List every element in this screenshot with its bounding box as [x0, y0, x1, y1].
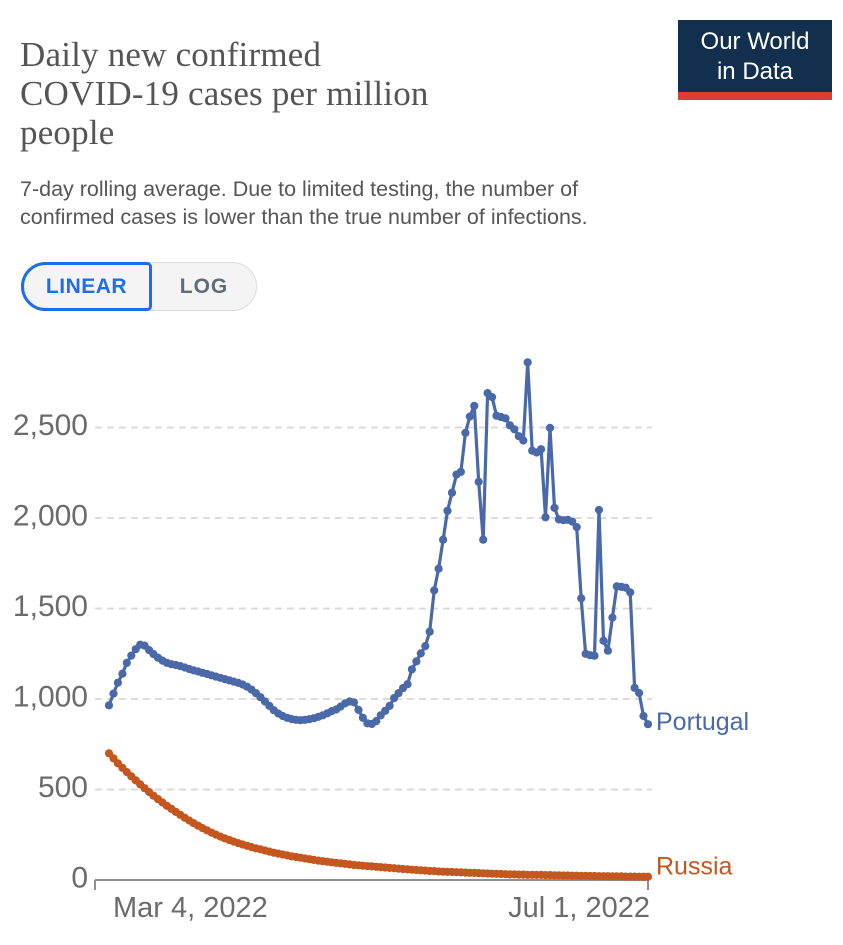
data-point-portugal[interactable]: [594, 505, 604, 515]
page-title-line-1: Daily new confirmed: [20, 35, 322, 75]
data-point-portugal[interactable]: [122, 658, 131, 667]
y-tick-label: 1,500: [13, 590, 88, 623]
page-title-line-3: people: [20, 113, 115, 153]
y-tick-label: 2,000: [13, 500, 88, 533]
data-point-portugal[interactable]: [639, 711, 648, 721]
chart-svg: 0 500 1,000 1,500 2,000 2,500 Mar 4, 2022 Jul 1…: [13, 358, 749, 924]
data-point-portugal[interactable]: [127, 651, 136, 660]
data-point-portugal[interactable]: [550, 503, 559, 512]
x-tick-label-start: Mar 4, 2022: [113, 892, 268, 924]
data-point-portugal[interactable]: [568, 517, 577, 526]
data-point-portugal[interactable]: [403, 680, 412, 689]
data-point-portugal[interactable]: [443, 506, 452, 515]
subtitle-line-1: 7-day rolling average. Due to limited te…: [20, 176, 579, 201]
log-button[interactable]: LOG: [152, 263, 256, 310]
page-title-line-2: COVID-19 cases per million: [20, 74, 429, 114]
data-point-portugal[interactable]: [599, 636, 608, 645]
data-point-portugal[interactable]: [488, 393, 497, 402]
owid-logo: Our World in Data: [678, 20, 832, 100]
data-point-portugal[interactable]: [577, 594, 586, 603]
data-point-portugal[interactable]: [519, 436, 528, 445]
page-title: Daily new confirmed COVID-19 cases per m…: [20, 35, 660, 152]
data-point-portugal[interactable]: [407, 665, 416, 674]
data-point-portugal[interactable]: [474, 477, 483, 486]
series-label-russia: Russia: [656, 853, 733, 881]
y-tick-label: 1,000: [13, 681, 88, 714]
series-label-portugal: Portugal: [656, 708, 749, 736]
data-point-portugal[interactable]: [643, 720, 653, 729]
data-point-portugal[interactable]: [608, 613, 617, 622]
data-point-portugal[interactable]: [113, 678, 122, 687]
data-point-portugal[interactable]: [635, 688, 644, 698]
data-point-portugal[interactable]: [510, 425, 519, 434]
data-point-portugal[interactable]: [354, 705, 363, 714]
data-point-portugal[interactable]: [421, 642, 430, 651]
data-point-portugal[interactable]: [104, 701, 114, 710]
data-point-portugal[interactable]: [109, 689, 118, 698]
data-point-portugal[interactable]: [465, 412, 474, 421]
owid-logo-line-2: in Data: [716, 58, 794, 85]
data-point-portugal[interactable]: [425, 627, 434, 636]
x-tick-label-end: Jul 1, 2022: [508, 892, 650, 924]
data-point-portugal[interactable]: [572, 523, 581, 532]
data-point-portugal[interactable]: [447, 488, 457, 497]
data-point-portugal[interactable]: [430, 586, 439, 595]
data-point-portugal[interactable]: [541, 513, 550, 522]
data-point-portugal[interactable]: [412, 657, 421, 666]
data-point-portugal[interactable]: [385, 701, 394, 710]
data-point-russia[interactable]: [643, 872, 653, 881]
data-point-portugal[interactable]: [439, 535, 448, 544]
scale-toggle: LINEAR LOG: [21, 262, 257, 311]
data-point-portugal[interactable]: [470, 401, 479, 410]
data-point-portugal[interactable]: [456, 467, 465, 476]
y-tick-label: 2,500: [13, 409, 88, 442]
data-point-portugal[interactable]: [416, 649, 425, 658]
y-tick-label: 500: [38, 771, 88, 804]
data-point-portugal[interactable]: [461, 428, 470, 437]
y-tick-label: 0: [71, 862, 88, 895]
data-point-portugal[interactable]: [349, 698, 359, 707]
data-point-portugal[interactable]: [358, 713, 367, 722]
owid-logo-line-1: Our World: [700, 28, 810, 55]
data-point-portugal[interactable]: [537, 445, 546, 454]
chart-subtitle: 7-day rolling average. Due to limited te…: [20, 175, 720, 231]
data-point-portugal[interactable]: [434, 564, 443, 573]
data-point-portugal[interactable]: [545, 423, 555, 432]
data-point-portugal[interactable]: [479, 535, 488, 544]
linear-button[interactable]: LINEAR: [21, 262, 152, 311]
data-point-portugal[interactable]: [118, 669, 127, 678]
data-point-portugal[interactable]: [626, 588, 635, 597]
data-point-portugal[interactable]: [372, 717, 381, 726]
data-point-portugal[interactable]: [603, 646, 613, 655]
series-line-russia: [107, 751, 650, 879]
data-point-portugal[interactable]: [501, 414, 510, 423]
data-point-portugal[interactable]: [523, 358, 532, 367]
subtitle-line-2: confirmed cases is lower than the true n…: [20, 204, 588, 229]
data-point-portugal[interactable]: [590, 651, 599, 660]
